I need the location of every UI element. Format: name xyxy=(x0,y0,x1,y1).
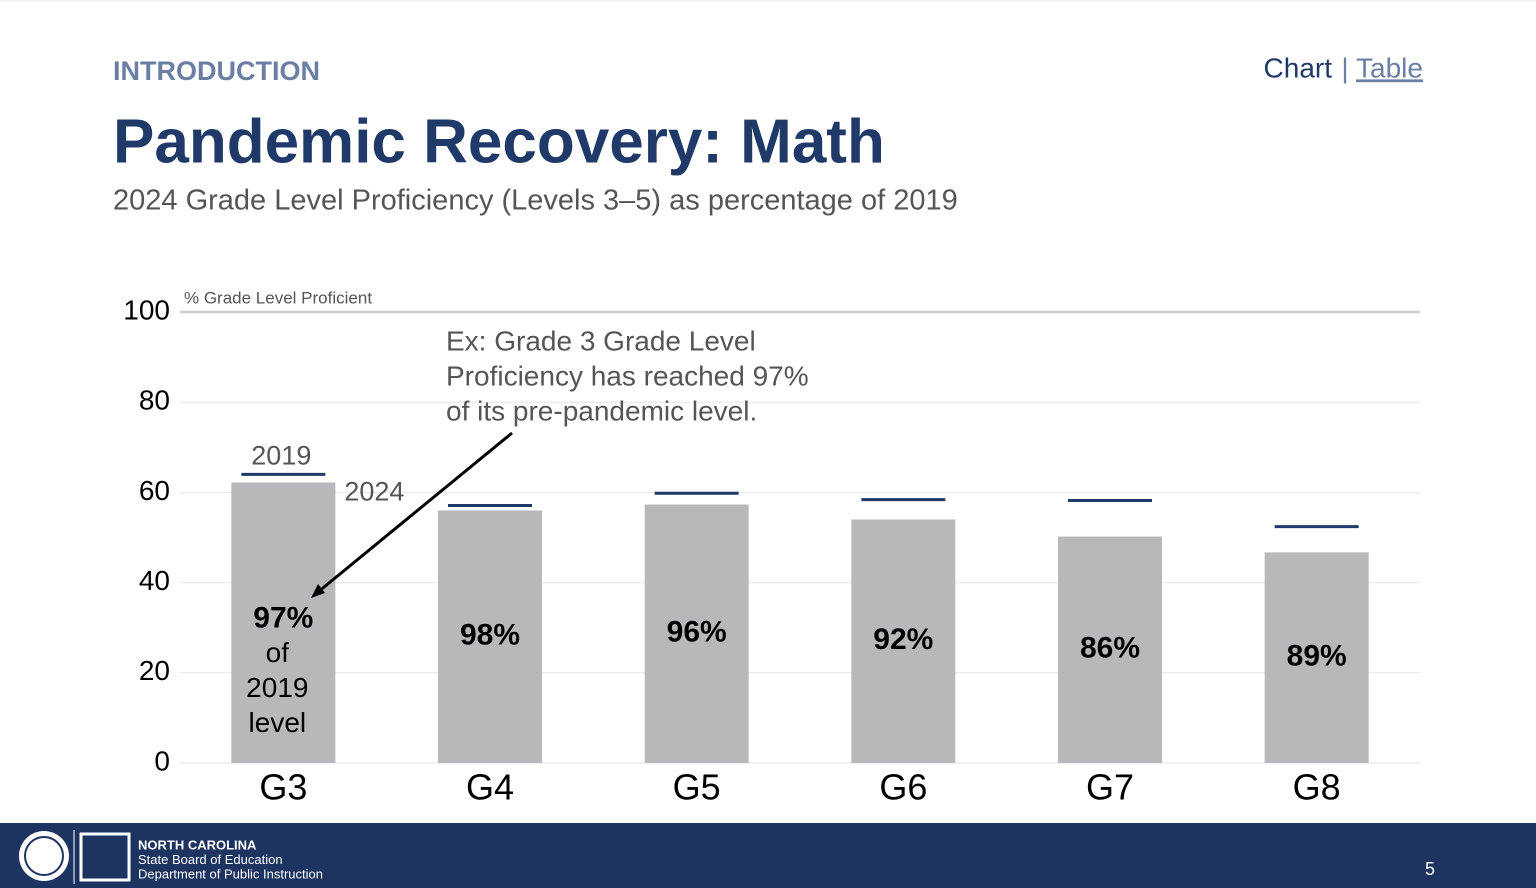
annotation: Ex: Grade 3 Grade Level xyxy=(446,325,756,356)
bar-label: 92% xyxy=(873,623,933,656)
bar xyxy=(1058,536,1162,763)
bar xyxy=(438,510,542,763)
y-tick-label: 40 xyxy=(139,565,170,596)
series-label: 2024 xyxy=(344,477,404,507)
x-tick-label: G8 xyxy=(1293,767,1341,808)
footer xyxy=(0,823,1536,888)
seal xyxy=(19,831,69,881)
bar-label: 98% xyxy=(460,619,520,652)
arrow-head xyxy=(311,584,325,598)
bar-label: 89% xyxy=(1287,640,1347,673)
subtitle: 2024 Grade Level Proficiency (Levels 3–5… xyxy=(113,185,958,217)
x-tick-label: G3 xyxy=(259,767,307,808)
nav-separator: | xyxy=(1341,52,1348,83)
y-axis-label: % Grade Level Proficient xyxy=(184,288,372,307)
page-number: 5 xyxy=(1425,859,1435,879)
bar xyxy=(231,482,336,763)
bar-label: 96% xyxy=(667,616,727,649)
footer-line: NORTH CAROLINA xyxy=(138,837,257,852)
seal-ring xyxy=(24,836,64,876)
y-tick-label: 60 xyxy=(139,475,170,506)
annotation-arrow xyxy=(317,431,513,594)
footer-line: State Board of Education xyxy=(138,852,283,867)
bar-note: of xyxy=(266,637,290,668)
footer-line: Department of Public Instruction xyxy=(138,866,323,881)
nav-current: Chart xyxy=(1264,52,1333,83)
dpi-logo xyxy=(79,832,131,882)
bar-note: level xyxy=(249,707,307,738)
series-label: 2019 xyxy=(251,440,311,470)
bar xyxy=(1264,552,1369,763)
nav-link[interactable]: Table xyxy=(1356,52,1423,83)
y-tick-label: 0 xyxy=(154,745,170,776)
bar-label: 86% xyxy=(1080,632,1140,665)
annotation: Proficiency has reached 97% xyxy=(446,360,809,391)
plot: 0 20 40 60 80 100 97%of 2019 level 2019 2024 G3 98% G… xyxy=(123,294,1420,808)
title: Pandemic Recovery: Math xyxy=(113,107,885,176)
x-tick-label: G5 xyxy=(673,767,721,808)
y-tick-label: 20 xyxy=(139,655,170,686)
y-tick-label: 100 xyxy=(123,294,170,325)
bar xyxy=(851,519,956,763)
x-tick-label: G7 xyxy=(1086,767,1134,808)
section-label: INTRODUCTION xyxy=(113,56,320,86)
y-tick-label: 80 xyxy=(139,385,170,416)
x-tick-label: G4 xyxy=(466,767,514,808)
annotation: of its pre-pandemic level. xyxy=(446,395,757,426)
bar xyxy=(644,504,749,763)
x-tick-label: G6 xyxy=(879,767,927,808)
bar-label: 97% xyxy=(253,602,313,635)
bar-note: 2019 xyxy=(246,672,308,703)
